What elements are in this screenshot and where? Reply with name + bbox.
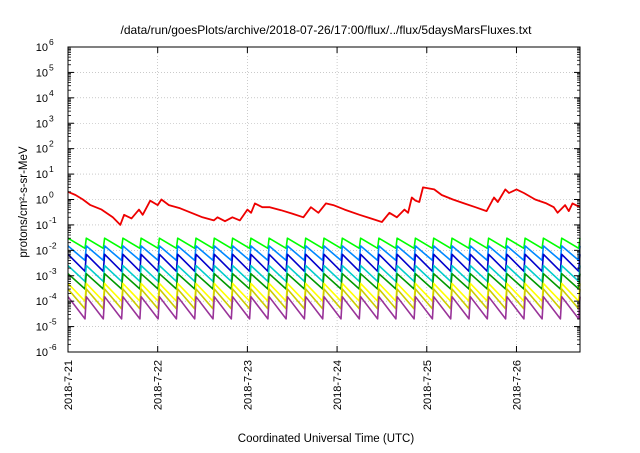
series-line: [67, 253, 581, 273]
x-tick-label: 2018-7-25: [422, 360, 434, 410]
y-tick-exponent: -4: [49, 291, 57, 301]
y-tick-exponent: -3: [49, 266, 57, 276]
y-tick-exponent: 1: [49, 164, 54, 174]
x-axis-label: Coordinated Universal Time (UTC): [238, 433, 415, 445]
y-tick-exponent: -2: [49, 240, 57, 250]
series-line: [67, 295, 581, 320]
y-tick-exponent: 5: [49, 62, 54, 72]
y-tick-label: 10: [36, 245, 48, 257]
y-tick-label: 10: [36, 271, 48, 283]
y-axis-label: protons/cm²-s-sr-MeV: [18, 146, 30, 258]
y-tick-exponent: 3: [49, 113, 54, 123]
y-tick-label: 10: [36, 296, 48, 308]
y-tick-exponent: -6: [49, 342, 57, 352]
y-tick-label: 10: [36, 118, 48, 130]
plot-frame: [67, 46, 581, 353]
series-line: [67, 237, 581, 250]
series-line: [67, 186, 581, 226]
x-tick-label: 2018-7-26: [511, 360, 523, 410]
chart-title: /data/run/goesPlots/archive/2018-07-26/1…: [121, 23, 533, 37]
y-tick-label: 10: [36, 169, 48, 181]
y-tick-label: 10: [36, 144, 48, 156]
y-tick-label: 10: [36, 195, 48, 207]
x-tick-label: 2018-7-23: [242, 360, 254, 410]
x-tick-label: 2018-7-24: [332, 360, 344, 410]
series-line: [67, 272, 581, 290]
y-tick-label: 10: [36, 42, 48, 54]
y-tick-label: 10: [36, 347, 48, 359]
y-tick-exponent: 2: [49, 139, 54, 149]
y-tick-label: 10: [36, 93, 48, 105]
x-tick-label: 2018-7-21: [63, 360, 75, 410]
y-tick-exponent: 6: [49, 37, 54, 47]
y-tick-label: 10: [36, 322, 48, 334]
y-tick-exponent: 4: [49, 88, 54, 98]
y-tick-label: 10: [36, 220, 48, 232]
axes: 10 -610 -510 -410 -310 -210 -110 010 110 210 310 41…: [36, 37, 581, 410]
x-tick-label: 2018-7-22: [153, 360, 165, 410]
series-group: [67, 186, 581, 320]
y-tick-exponent: -5: [49, 317, 57, 327]
y-tick-label: 10: [36, 67, 48, 79]
y-tick-exponent: 0: [49, 190, 54, 200]
y-tick-exponent: -1: [49, 215, 57, 225]
